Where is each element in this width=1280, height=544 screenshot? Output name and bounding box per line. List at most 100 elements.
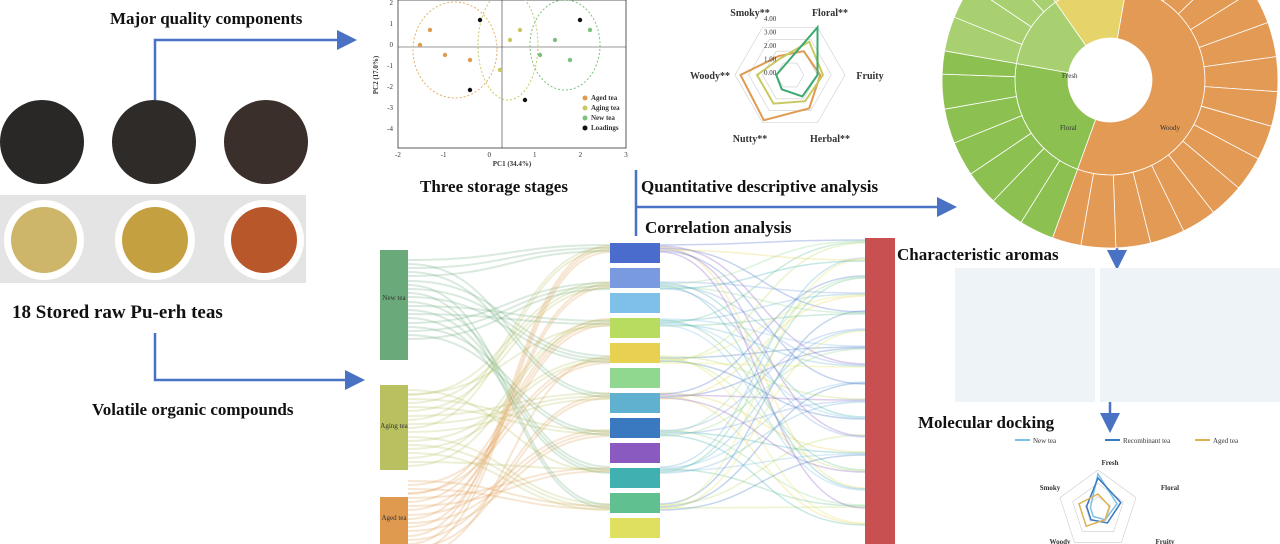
label: Fruity bbox=[856, 71, 883, 82]
sankey-link bbox=[407, 286, 611, 528]
sankey-link bbox=[659, 281, 866, 294]
sankey-link bbox=[659, 381, 866, 469]
sankey-node bbox=[610, 318, 660, 338]
sankey-link bbox=[659, 250, 866, 385]
radar-line bbox=[1089, 472, 1118, 521]
label: Floral bbox=[1161, 484, 1179, 492]
sankey-link bbox=[659, 347, 866, 398]
label: Herbal** bbox=[810, 134, 850, 145]
label: Smoky bbox=[1040, 484, 1061, 492]
sankey-link bbox=[659, 362, 866, 368]
sankey-link bbox=[407, 280, 611, 357]
label: Three storage stages bbox=[420, 177, 568, 196]
point bbox=[567, 57, 573, 63]
sankey-link bbox=[407, 357, 611, 442]
legend-swatch bbox=[582, 125, 588, 131]
label: New tea bbox=[1033, 437, 1057, 445]
label: Aging tea bbox=[380, 422, 408, 430]
sankey-link bbox=[659, 328, 866, 432]
sankey-link bbox=[407, 318, 611, 495]
label: Aged tea bbox=[591, 94, 618, 102]
sankey-link bbox=[659, 239, 866, 246]
sankey-link bbox=[407, 288, 611, 340]
sankey-link bbox=[659, 249, 866, 261]
sankey-link bbox=[407, 392, 611, 417]
label: Loadings bbox=[591, 124, 619, 132]
sankey-link bbox=[407, 436, 611, 505]
point bbox=[442, 52, 448, 58]
label: Fruity bbox=[1155, 538, 1175, 544]
sankey-link bbox=[407, 322, 611, 467]
label: 2 bbox=[390, 0, 394, 7]
label: Floral** bbox=[812, 8, 848, 19]
sankey-link bbox=[407, 398, 611, 432]
sankey-link bbox=[407, 292, 611, 509]
label: -4 bbox=[387, 125, 393, 133]
radar-grid bbox=[748, 38, 832, 112]
label: 0 bbox=[390, 41, 394, 49]
sunburst-segment bbox=[1053, 0, 1060, 3]
sankey-link bbox=[659, 382, 866, 508]
sankey-link bbox=[407, 284, 611, 404]
label: 18 Stored raw Pu-erh teas bbox=[12, 302, 223, 323]
sankey-link bbox=[407, 321, 611, 503]
sankey-link bbox=[407, 263, 611, 395]
sunburst-segment bbox=[953, 0, 1032, 45]
sankey-node bbox=[610, 293, 660, 313]
sankey-link bbox=[432, 251, 611, 544]
sankey-node bbox=[610, 393, 660, 413]
sankey-link bbox=[659, 247, 866, 313]
sankey-link bbox=[659, 285, 866, 490]
sankey-link bbox=[407, 249, 611, 429]
label: Aged tea bbox=[1213, 437, 1239, 445]
sankey-link bbox=[659, 392, 866, 453]
sankey-link bbox=[407, 326, 611, 433]
sankey-link bbox=[659, 245, 866, 365]
point bbox=[417, 42, 423, 48]
sankey-link bbox=[407, 360, 611, 450]
sankey-link bbox=[659, 397, 866, 473]
point bbox=[587, 27, 593, 33]
sankey-link bbox=[407, 429, 611, 516]
sankey-node bbox=[610, 268, 660, 288]
label: 3.00 bbox=[764, 29, 777, 37]
label: Woody bbox=[1049, 538, 1071, 544]
sankey-link bbox=[407, 250, 611, 277]
sankey-link bbox=[659, 286, 866, 314]
sankey-node bbox=[610, 493, 660, 513]
legend-swatch bbox=[582, 105, 588, 111]
point bbox=[427, 27, 433, 33]
sankey-link bbox=[407, 389, 611, 473]
point bbox=[537, 52, 543, 58]
label: 1 bbox=[390, 20, 394, 28]
sankey-link bbox=[659, 240, 866, 285]
sankey-link bbox=[430, 397, 611, 544]
point bbox=[497, 67, 503, 73]
sankey-link bbox=[407, 305, 611, 322]
sankey-link bbox=[659, 318, 866, 347]
sankey-link bbox=[407, 281, 611, 396]
label: Quantitative descriptive analysis bbox=[641, 177, 878, 196]
sankey-link bbox=[659, 453, 866, 472]
sankey-link bbox=[407, 296, 611, 363]
label: -2 bbox=[387, 83, 393, 91]
sankey-link bbox=[659, 360, 866, 420]
sankey-link bbox=[407, 398, 611, 433]
label: Aged tea bbox=[381, 514, 407, 522]
sunburst-segment bbox=[990, 0, 1045, 28]
sankey-link bbox=[659, 258, 866, 507]
sankey-node bbox=[610, 343, 660, 363]
sankey-node bbox=[610, 243, 660, 263]
label: New tea bbox=[382, 294, 406, 302]
sankey-link bbox=[659, 394, 866, 401]
point bbox=[467, 57, 473, 63]
point bbox=[477, 17, 483, 23]
sankey-node bbox=[610, 418, 660, 438]
sankey-link bbox=[659, 395, 866, 525]
label: 1.00 bbox=[764, 56, 777, 64]
sankey-link bbox=[407, 313, 611, 325]
label: Woody** bbox=[690, 71, 730, 82]
sankey-link bbox=[659, 276, 866, 434]
label: Woody bbox=[1160, 124, 1181, 132]
sankey-link bbox=[407, 288, 611, 360]
